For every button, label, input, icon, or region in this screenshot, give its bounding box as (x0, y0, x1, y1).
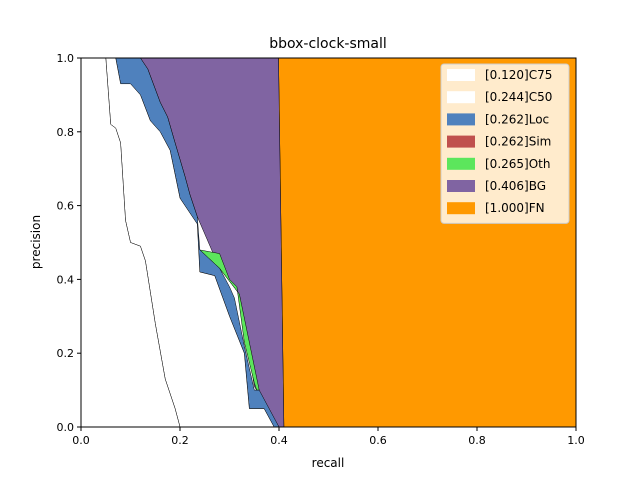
legend-swatch (447, 157, 475, 170)
x-tick-label: 0.8 (468, 434, 486, 447)
y-tick-label: 0.2 (57, 347, 75, 360)
x-tick-label: 0.0 (72, 434, 90, 447)
legend-label: [0.120]C75 (485, 68, 552, 82)
legend-swatch (447, 202, 475, 215)
legend-label: [0.262]Loc (485, 112, 549, 126)
plot-frame (80, 57, 577, 428)
legend-label: [0.406]BG (485, 179, 546, 193)
x-tick-label: 0.2 (171, 434, 189, 447)
legend-label: [0.244]C50 (485, 90, 552, 104)
legend-swatch (447, 180, 475, 192)
y-tick-label: 0.0 (57, 421, 75, 434)
x-tick-label: 1.0 (567, 434, 585, 447)
y-tick-label: 1.0 (57, 52, 75, 65)
legend-label: [0.262]Sim (485, 135, 551, 149)
legend-label: [1.000]FN (485, 201, 545, 215)
legend-swatch (447, 113, 475, 126)
legend: [0.120]C75 [0.244]C50 [0.262]Loc [0.262]Sim… (440, 63, 570, 224)
ticks-layer: 0.0 0.2 0.4 0.6 0.8 1.0 0.0 0.2 0.4 0.6 0.8 1.0 (57, 52, 585, 447)
y-tick-label: 0.8 (57, 126, 75, 139)
legend-label: [0.265]Oth (485, 157, 550, 171)
x-tick-label: 0.4 (270, 434, 288, 447)
legend-swatch (447, 91, 475, 104)
x-axis-label: recall (312, 456, 345, 470)
series-area-2 (199, 249, 260, 391)
y-tick-label: 0.6 (57, 200, 75, 213)
series-area-6 (80, 57, 181, 428)
legend-swatch (447, 135, 475, 148)
legend-swatch (447, 69, 475, 81)
y-tick-label: 0.4 (57, 273, 75, 286)
y-axis-label: precision (29, 215, 43, 269)
x-tick-label: 0.6 (369, 434, 387, 447)
chart-title: bbox-clock-small (269, 36, 387, 52)
